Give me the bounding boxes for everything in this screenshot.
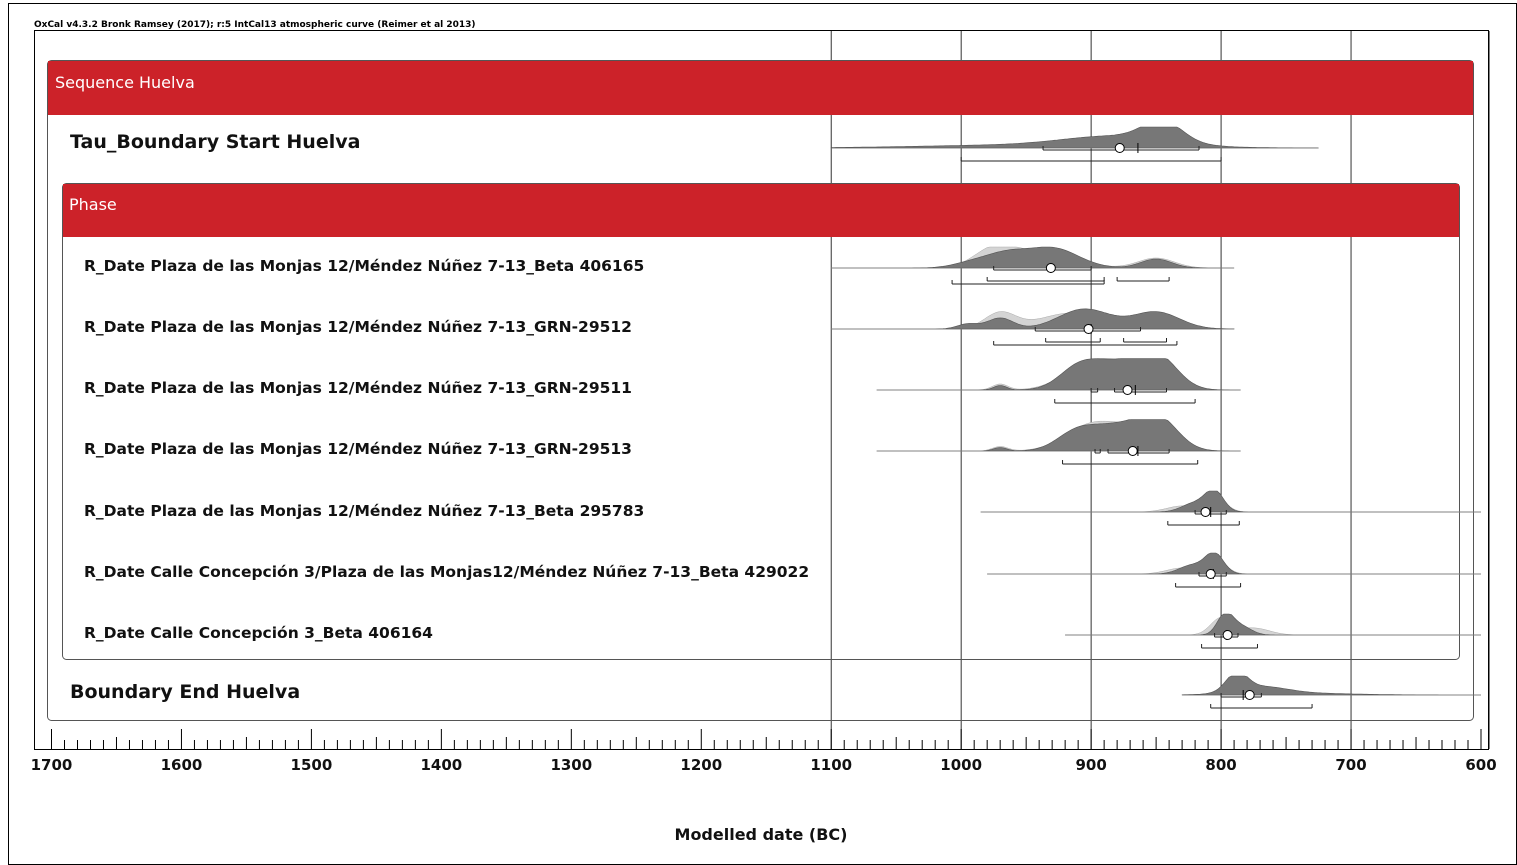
sequence-box [47,60,1474,721]
x-tick-label: 600 [1465,756,1496,774]
x-tick-label: 1400 [420,756,462,774]
row-label: R_Date Calle Concepción 3_Beta 406164 [84,624,433,642]
row-label: Tau_Boundary Start Huelva [70,131,360,153]
distribution-rows: Tau_Boundary Start Huelva R_Date Plaza de… [70,126,1481,709]
row-label: R_Date Plaza de las Monjas 12/Méndez Núñ… [84,502,644,520]
phase-header [63,184,1459,237]
mean-marker [1127,446,1138,456]
x-tick-label: 700 [1335,756,1366,774]
x-axis: 1700 1600 1500 1400 1300 1200 1100 1000 900 800 70… [31,729,1497,774]
posterior-distribution [830,126,1319,149]
posterior-distribution [1181,675,1481,696]
posterior-distribution [831,246,1235,269]
row-5: R_Date Plaza de las Monjas 12/Méndez Núñ… [84,490,1481,526]
x-tick-label: 1300 [550,756,592,774]
x-tick-label: 900 [1075,756,1106,774]
row-2: R_Date Plaza de las Monjas 12/Méndez Núñ… [84,308,1235,346]
row-0: Tau_Boundary Start Huelva [70,126,1319,162]
row-8: Boundary End Huelva [70,675,1481,709]
row-7: R_Date Calle Concepción 3_Beta 406164 [84,613,1481,649]
sequence-title: Sequence Huelva [55,73,195,92]
row-1: R_Date Plaza de las Monjas 12/Méndez Núñ… [84,246,1235,285]
sequence-header [48,61,1473,115]
row-6: R_Date Calle Concepción 3/Plaza de las M… [84,552,1481,588]
mean-marker [1083,324,1094,334]
posterior-distribution [876,358,1241,391]
posterior-distribution [1065,613,1481,636]
header-text: OxCal v4.3.2 Bronk Ramsey (2017); r:5 In… [34,20,476,30]
posterior-distribution [831,308,1235,330]
x-tick-label: 1700 [31,756,73,774]
mean-marker [1205,569,1216,579]
mean-marker [1200,507,1211,517]
x-axis-title: Modelled date (BC) [675,825,848,844]
row-label: R_Date Plaza de las Monjas 12/Méndez Núñ… [84,440,632,458]
x-tick-label: 1600 [161,756,203,774]
prior-distribution [1065,616,1481,636]
mean-marker [1045,263,1056,273]
x-tick-label: 1000 [940,756,982,774]
row-4: R_Date Plaza de las Monjas 12/Méndez Núñ… [84,419,1241,465]
row-3: R_Date Plaza de las Monjas 12/Méndez Núñ… [84,358,1241,404]
posterior-distribution [980,490,1481,513]
row-label: R_Date Calle Concepción 3/Plaza de las M… [84,563,809,581]
mean-marker [1244,690,1255,700]
x-tick-label: 800 [1205,756,1236,774]
mean-marker [1122,385,1133,395]
row-label: R_Date Plaza de las Monjas 12/Méndez Núñ… [84,257,644,275]
prior-distribution [987,557,1481,575]
x-tick-label: 1500 [291,756,333,774]
x-tick-label: 1200 [680,756,722,774]
posterior-distribution [987,552,1481,575]
mean-marker [1222,630,1233,640]
posterior-distribution [876,419,1241,452]
phase-title: Phase [69,195,117,214]
row-label: R_Date Plaza de las Monjas 12/Méndez Núñ… [84,318,632,336]
mean-marker [1114,143,1125,153]
row-label: R_Date Plaza de las Monjas 12/Méndez Núñ… [84,379,632,397]
row-label: Boundary End Huelva [70,681,300,703]
x-tick-label: 1100 [810,756,852,774]
phase-box [62,183,1460,660]
